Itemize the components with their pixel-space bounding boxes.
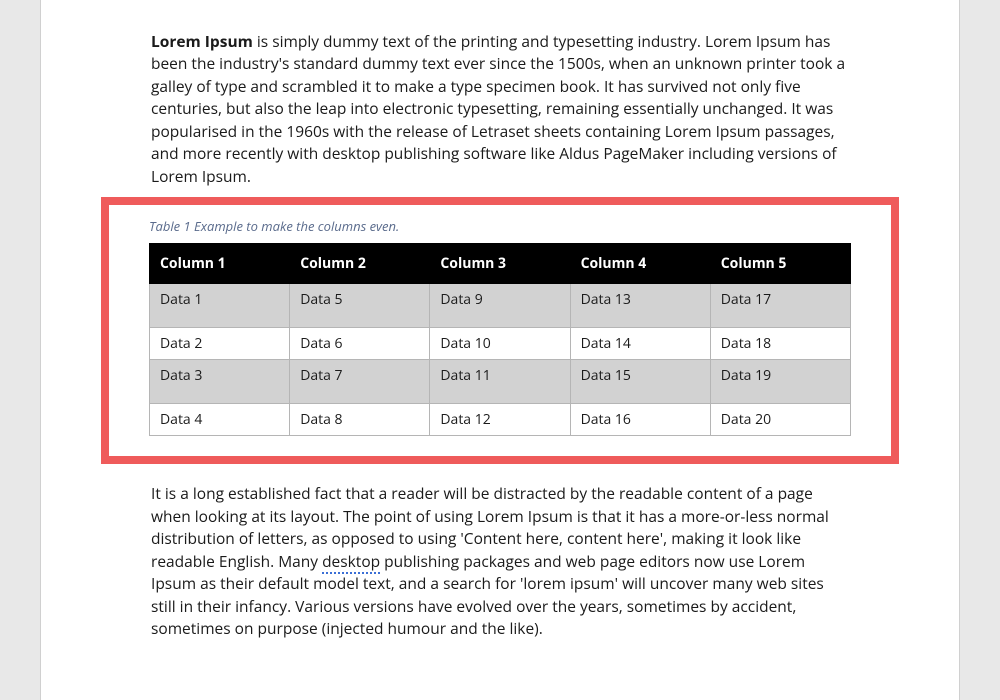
paragraph-2: It is a long established fact that a rea… <box>151 482 849 639</box>
table-cell: Data 11 <box>430 360 570 404</box>
table-cell: Data 5 <box>290 284 430 328</box>
table-cell: Data 9 <box>430 284 570 328</box>
table-cell: Data 16 <box>570 404 710 436</box>
table-cell: Data 1 <box>150 284 290 328</box>
table-col-header: Column 3 <box>430 244 570 284</box>
table-col-header: Column 1 <box>150 244 290 284</box>
document-page: Lorem Ipsum is simply dummy text of the … <box>40 0 960 700</box>
table-cell: Data 8 <box>290 404 430 436</box>
paragraph-1-body: is simply dummy text of the printing and… <box>151 30 845 187</box>
table-col-header: Column 5 <box>710 244 850 284</box>
table-row: Data 2 Data 6 Data 10 Data 14 Data 18 <box>150 328 851 360</box>
table-cell: Data 12 <box>430 404 570 436</box>
table-cell: Data 3 <box>150 360 290 404</box>
table-row: Data 1 Data 5 Data 9 Data 13 Data 17 <box>150 284 851 328</box>
table-col-header: Column 4 <box>570 244 710 284</box>
table-cell: Data 10 <box>430 328 570 360</box>
table-body: Data 1 Data 5 Data 9 Data 13 Data 17 Dat… <box>150 284 851 436</box>
table-highlight-box: Table 1 Example to make the columns even… <box>101 197 899 464</box>
table-caption: Table 1 Example to make the columns even… <box>149 217 851 235</box>
table-row: Data 3 Data 7 Data 11 Data 15 Data 19 <box>150 360 851 404</box>
table-cell: Data 6 <box>290 328 430 360</box>
table-cell: Data 20 <box>710 404 850 436</box>
table-cell: Data 18 <box>710 328 850 360</box>
table-cell: Data 17 <box>710 284 850 328</box>
table-row: Data 4 Data 8 Data 12 Data 16 Data 20 <box>150 404 851 436</box>
spellcheck-word: desktop <box>322 550 380 574</box>
table-cell: Data 15 <box>570 360 710 404</box>
table-cell: Data 4 <box>150 404 290 436</box>
paragraph-1: Lorem Ipsum is simply dummy text of the … <box>151 30 849 187</box>
table-cell: Data 7 <box>290 360 430 404</box>
table-header-row: Column 1 Column 2 Column 3 Column 4 Colu… <box>150 244 851 284</box>
table-cell: Data 13 <box>570 284 710 328</box>
table-cell: Data 19 <box>710 360 850 404</box>
table-cell: Data 14 <box>570 328 710 360</box>
table-cell: Data 2 <box>150 328 290 360</box>
data-table: Column 1 Column 2 Column 3 Column 4 Colu… <box>149 243 851 436</box>
table-col-header: Column 2 <box>290 244 430 284</box>
paragraph-1-lead: Lorem Ipsum <box>151 30 253 52</box>
